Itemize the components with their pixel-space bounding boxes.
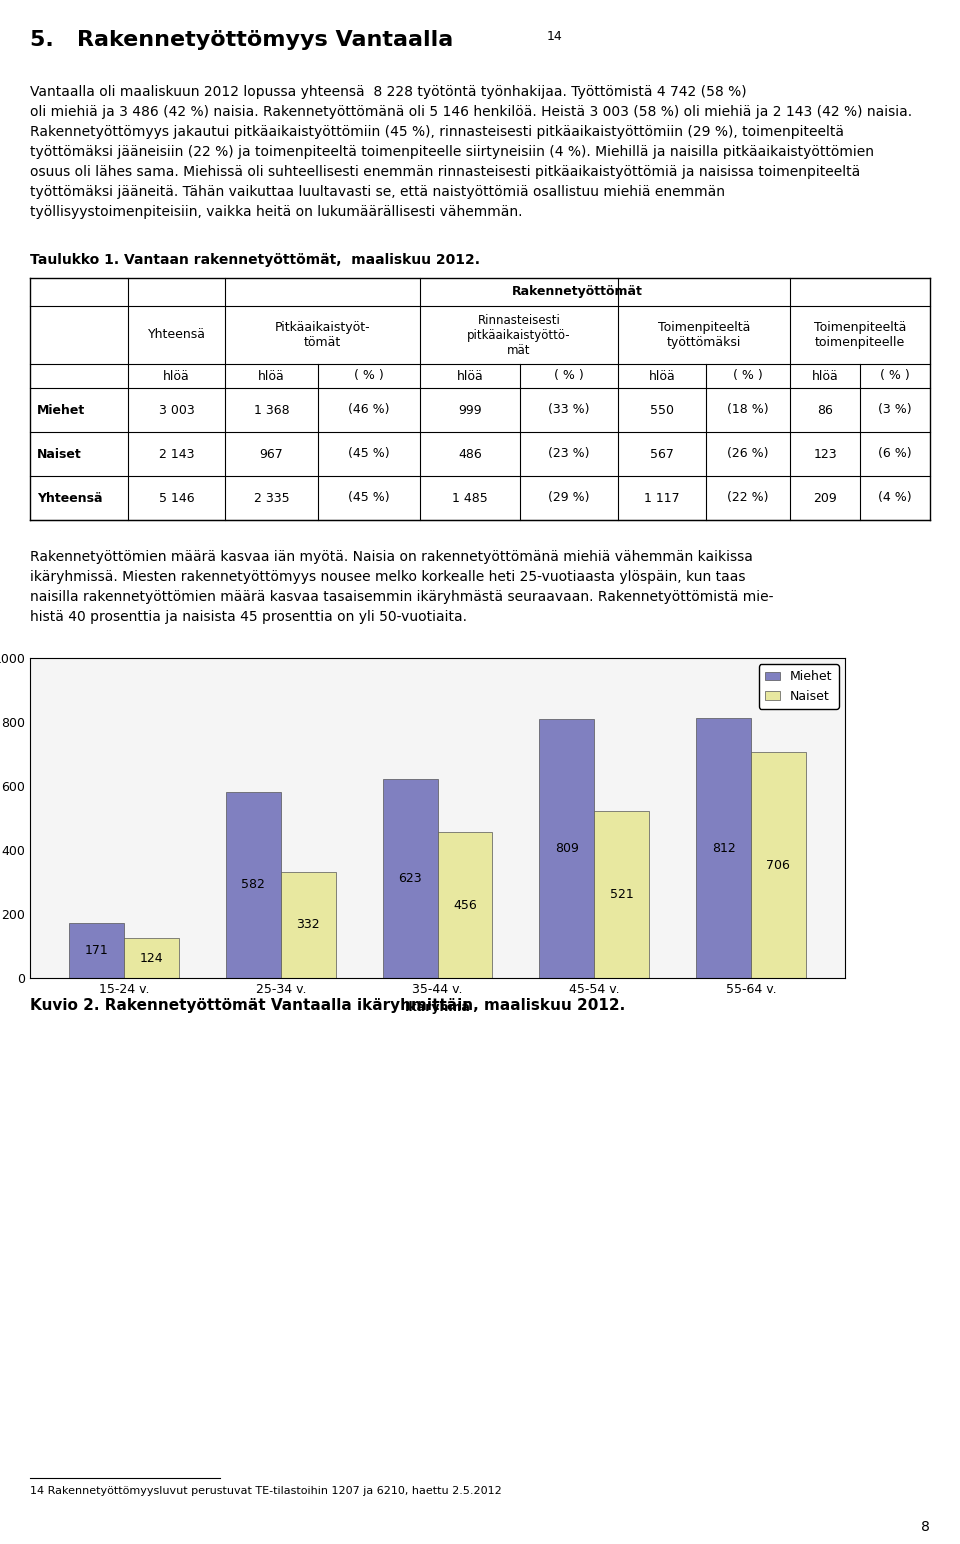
Text: Kuvio 2. Rakennetyöttömät Vantaalla ikäryhmittäin, maaliskuu 2012.: Kuvio 2. Rakennetyöttömät Vantaalla ikär… — [30, 997, 625, 1013]
Text: työttömäksi jääneisiin (22 %) ja toimenpiteeltä toimenpiteelle siirtyneisiin (4 : työttömäksi jääneisiin (22 %) ja toimenp… — [30, 145, 874, 159]
Text: (33 %): (33 %) — [548, 403, 589, 417]
Text: 967: 967 — [259, 448, 283, 460]
Text: Yhteensä: Yhteensä — [148, 329, 205, 341]
Bar — [226, 792, 280, 977]
Text: hlöä: hlöä — [163, 369, 190, 383]
Text: 171: 171 — [84, 943, 108, 957]
Legend: Miehet, Naiset: Miehet, Naiset — [758, 664, 839, 709]
Text: hlöä: hlöä — [811, 369, 838, 383]
Text: 5.   Rakennetyöttömyys Vantaalla: 5. Rakennetyöttömyys Vantaalla — [30, 29, 453, 49]
Text: (46 %): (46 %) — [348, 403, 390, 417]
Text: hlöä: hlöä — [649, 369, 676, 383]
Text: 812: 812 — [711, 841, 735, 854]
Text: ikäryhmissä. Miesten rakennetyöttömyys nousee melko korkealle heti 25-vuotiaasta: ikäryhmissä. Miesten rakennetyöttömyys n… — [30, 570, 746, 584]
Text: 582: 582 — [241, 879, 265, 891]
Text: Pitkäaikaistyöt-
tömät: Pitkäaikaistyöt- tömät — [275, 321, 371, 349]
Text: työllisyystoimenpiteisiin, vaikka heitä on lukumäärällisesti vähemmän.: työllisyystoimenpiteisiin, vaikka heitä … — [30, 205, 522, 219]
Text: histä 40 prosenttia ja naisista 45 prosenttia on yli 50-vuotiaita.: histä 40 prosenttia ja naisista 45 prose… — [30, 610, 467, 624]
Text: hlöä: hlöä — [258, 369, 285, 383]
Text: ( % ): ( % ) — [554, 369, 584, 383]
Bar — [540, 720, 594, 977]
Text: Vantaalla oli maaliskuun 2012 lopussa yhteensä  8 228 työtöntä työnhakijaa. Työt: Vantaalla oli maaliskuun 2012 lopussa yh… — [30, 85, 747, 99]
Text: ( % ): ( % ) — [733, 369, 763, 383]
Bar — [280, 872, 336, 977]
Text: 2 143: 2 143 — [158, 448, 194, 460]
Text: Rakennetyöttömyys jakautui pitkäaikaistyöttömiin (45 %), rinnasteisesti pitkäaik: Rakennetyöttömyys jakautui pitkäaikaisty… — [30, 125, 844, 139]
Text: 3 003: 3 003 — [158, 403, 194, 417]
Text: Toimenpiteeltä
työttömäksi: Toimenpiteeltä työttömäksi — [658, 321, 750, 349]
Text: 14: 14 — [547, 29, 563, 43]
Text: (23 %): (23 %) — [548, 448, 589, 460]
Text: ( % ): ( % ) — [354, 369, 384, 383]
Text: 124: 124 — [139, 951, 163, 965]
Text: 86: 86 — [817, 403, 833, 417]
Text: 14 Rakennetyöttömyysluvut perustuvat TE-tilastoihin 1207 ja 6210, haettu 2.5.201: 14 Rakennetyöttömyysluvut perustuvat TE-… — [30, 1485, 502, 1496]
X-axis label: Ikäryhmä: Ikäryhmä — [404, 1002, 470, 1014]
Text: 521: 521 — [610, 888, 634, 902]
Text: työttömäksi jääneitä. Tähän vaikuttaa luultavasti se, että naistyöttömiä osallis: työttömäksi jääneitä. Tähän vaikuttaa lu… — [30, 185, 725, 199]
Text: 486: 486 — [458, 448, 482, 460]
Text: Rinnasteisesti
pitkäaikaistyöttö-
mät: Rinnasteisesti pitkäaikaistyöttö- mät — [468, 313, 571, 357]
Text: Naiset: Naiset — [37, 448, 82, 460]
Text: 706: 706 — [766, 858, 790, 871]
Text: Taulukko 1. Vantaan rakennetyöttömät,  maaliskuu 2012.: Taulukko 1. Vantaan rakennetyöttömät, ma… — [30, 253, 480, 267]
Text: osuus oli lähes sama. Miehissä oli suhteellisesti enemmän rinnasteisesti pitkäai: osuus oli lähes sama. Miehissä oli suhte… — [30, 165, 860, 179]
Text: 550: 550 — [650, 403, 674, 417]
Text: Miehet: Miehet — [37, 403, 85, 417]
Text: Toimenpiteeltä
toimenpiteelle: Toimenpiteeltä toimenpiteelle — [814, 321, 906, 349]
Text: Rakennetyöttömät: Rakennetyöttömät — [512, 286, 643, 298]
Bar — [438, 832, 492, 977]
Text: naisilla rakennetyöttömien määrä kasvaa tasaisemmin ikäryhmästä seuraavaan. Rake: naisilla rakennetyöttömien määrä kasvaa … — [30, 590, 774, 604]
Text: (18 %): (18 %) — [727, 403, 769, 417]
Text: (22 %): (22 %) — [728, 491, 769, 505]
Text: (3 %): (3 %) — [878, 403, 912, 417]
Text: (45 %): (45 %) — [348, 448, 390, 460]
Text: 2 335: 2 335 — [253, 491, 289, 505]
Text: 456: 456 — [453, 899, 477, 911]
Bar — [124, 939, 179, 977]
Text: (6 %): (6 %) — [878, 448, 912, 460]
Text: 123: 123 — [813, 448, 837, 460]
Text: 8: 8 — [922, 1519, 930, 1535]
Text: 1 485: 1 485 — [452, 491, 488, 505]
Text: ( % ): ( % ) — [880, 369, 910, 383]
Text: 809: 809 — [555, 841, 579, 855]
Text: hlöä: hlöä — [457, 369, 484, 383]
Bar — [751, 752, 805, 977]
Text: 567: 567 — [650, 448, 674, 460]
Text: (4 %): (4 %) — [878, 491, 912, 505]
Bar — [69, 923, 124, 977]
Text: Rakennetyöttömien määrä kasvaa iän myötä. Naisia on rakennetyöttömänä miehiä väh: Rakennetyöttömien määrä kasvaa iän myötä… — [30, 550, 753, 564]
Text: (26 %): (26 %) — [728, 448, 769, 460]
Text: (29 %): (29 %) — [548, 491, 589, 505]
Text: 332: 332 — [297, 919, 320, 931]
Bar — [594, 811, 649, 977]
Text: 1 117: 1 117 — [644, 491, 680, 505]
Bar — [696, 718, 751, 977]
Text: 999: 999 — [458, 403, 482, 417]
Text: 209: 209 — [813, 491, 837, 505]
Text: 5 146: 5 146 — [158, 491, 194, 505]
Bar — [383, 778, 438, 977]
Text: 1 368: 1 368 — [253, 403, 289, 417]
Text: oli miehiä ja 3 486 (42 %) naisia. Rakennetyöttömänä oli 5 146 henkilöä. Heistä : oli miehiä ja 3 486 (42 %) naisia. Raken… — [30, 105, 912, 119]
Text: 623: 623 — [398, 872, 421, 885]
Text: (45 %): (45 %) — [348, 491, 390, 505]
Text: Yhteensä: Yhteensä — [37, 491, 103, 505]
